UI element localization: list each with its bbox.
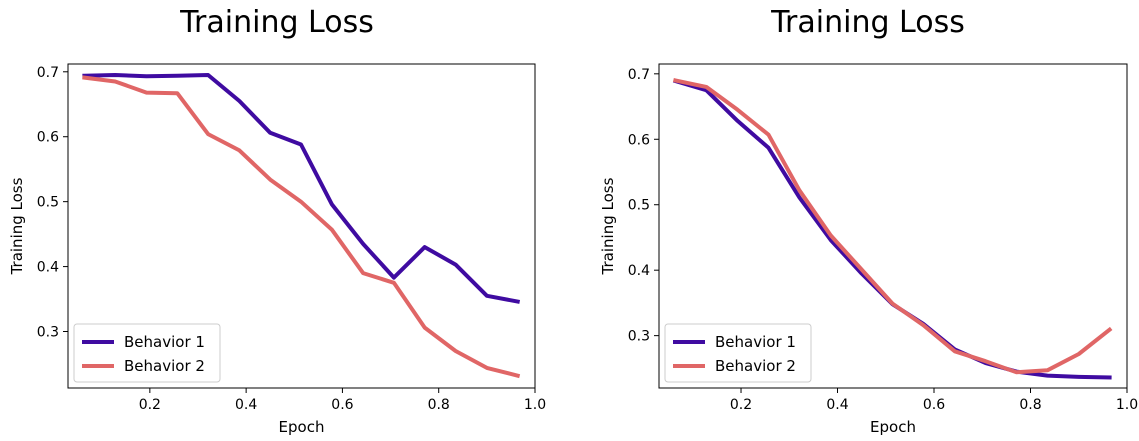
series-line-1 — [82, 73, 521, 304]
y-tick-label: 0.5 — [628, 198, 650, 214]
legend-label-1: Behavior 1 — [715, 333, 796, 351]
legend-label-2: Behavior 2 — [124, 357, 205, 375]
y-tick-label: 0.5 — [37, 195, 59, 211]
x-axis-label: Epoch — [870, 418, 916, 436]
legend-label-1: Behavior 1 — [124, 333, 205, 351]
x-tick-label: 0.6 — [331, 397, 353, 413]
series-line-2 — [82, 75, 521, 379]
chart-panel-1: Training Loss 0.2 0.4 0.6 0.8 1.0 0.3 0.4 0.5 0.6… — [8, 5, 546, 436]
x-tick-label: 0.6 — [923, 397, 945, 413]
y-tick-label: 0.4 — [37, 260, 59, 276]
chart-title: Training Loss — [770, 5, 965, 40]
y-tick-label: 0.4 — [628, 263, 650, 279]
x-tick-label: 1.0 — [1116, 397, 1138, 413]
chart-panel-2: Training Loss 0.2 0.4 0.6 0.8 1.0 0.3 0.4 0.5 0.6… — [599, 5, 1138, 436]
y-tick-label: 0.7 — [628, 67, 650, 83]
plot-frame — [67, 63, 536, 389]
x-tick-label: 0.2 — [730, 397, 752, 413]
y-tick-label: 0.6 — [628, 132, 650, 148]
legend: Behavior 1 Behavior 2 — [664, 323, 812, 383]
y-tick-label: 0.6 — [37, 130, 59, 146]
y-tick-label: 0.3 — [37, 325, 59, 341]
x-tick-label: 0.4 — [826, 397, 848, 413]
y-axis-label: Training Loss — [599, 177, 617, 275]
legend: Behavior 1 Behavior 2 — [73, 323, 221, 383]
x-axis-label: Epoch — [279, 418, 325, 436]
y-axis-label: Training Loss — [8, 177, 26, 275]
y-tick-label: 0.3 — [628, 329, 650, 345]
legend-label-2: Behavior 2 — [715, 357, 796, 375]
y-tick-label: 0.7 — [37, 65, 59, 81]
x-tick-label: 1.0 — [524, 397, 546, 413]
series-line-2 — [673, 78, 1113, 375]
chart-title: Training Loss — [179, 5, 374, 40]
plot-frame — [658, 63, 1128, 389]
x-tick-label: 0.8 — [1019, 397, 1041, 413]
x-tick-label: 0.4 — [235, 397, 257, 413]
x-tick-label: 0.8 — [428, 397, 450, 413]
x-tick-label: 0.2 — [139, 397, 161, 413]
